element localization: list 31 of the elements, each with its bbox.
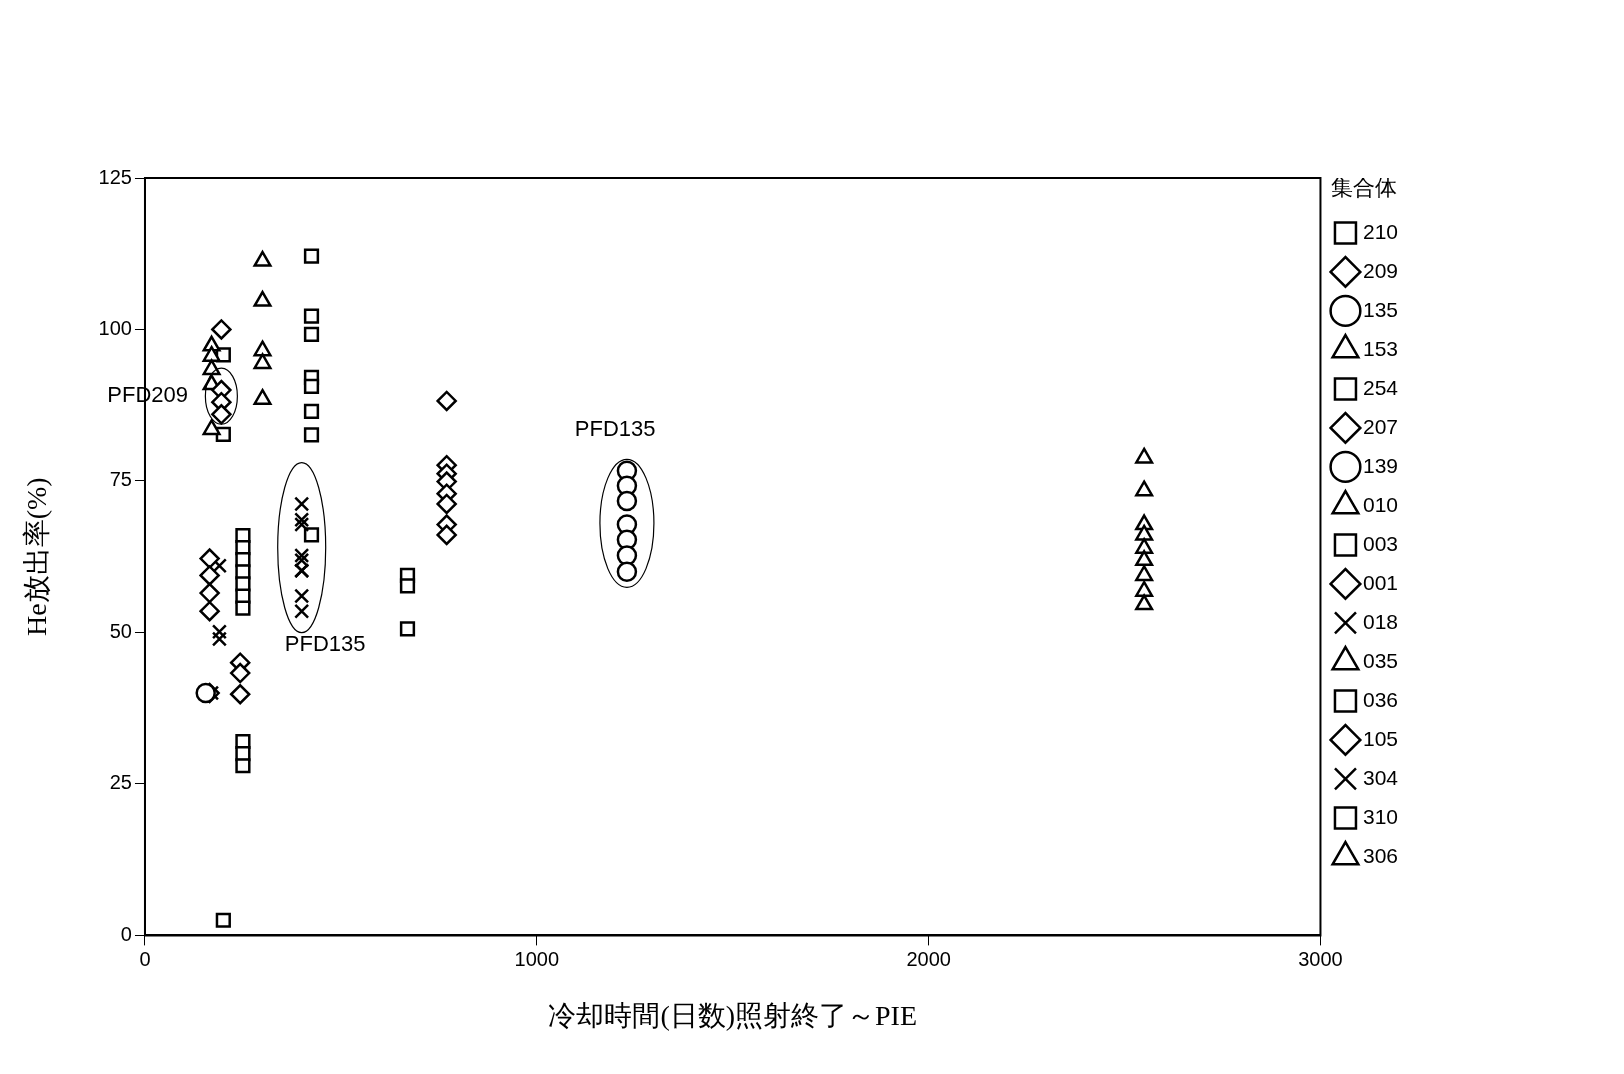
legend-label: 018 [1362,609,1399,633]
legend-label: 105 [1362,726,1399,750]
x-tick-label: 3000 [1298,947,1343,970]
x-tick-label: 0 [139,947,151,970]
y-tick-label: 25 [109,771,132,794]
legend-label: 153 [1362,336,1399,360]
legend-label: 207 [1362,414,1399,438]
legend-label: 254 [1362,375,1399,399]
y-axis-title: He放出率(%) [21,477,53,637]
x-tick-label: 2000 [906,947,951,970]
legend-label: 003 [1362,531,1399,555]
x-tick-label: 1000 [514,947,560,970]
x-axis-title: 冷却時間(日数)照射終了～PIE [548,999,918,1031]
legend-label: 001 [1362,570,1399,594]
y-tick-label: 50 [109,619,132,642]
y-tick-label: 100 [98,317,132,339]
y-tick-label: 125 [98,165,132,188]
legend-label: 209 [1362,258,1399,282]
legend-label: 035 [1362,648,1399,672]
legend-label: 310 [1362,804,1399,828]
y-tick-label: 75 [109,468,132,491]
legend-label: 306 [1362,843,1399,867]
legend-label: 036 [1362,687,1399,711]
legend-label: 304 [1362,765,1399,789]
annotation: PFD135 [284,630,366,656]
y-tick-label: 0 [120,922,132,945]
legend-label: 139 [1362,453,1399,477]
annotation: PFD135 [574,415,656,441]
legend-label: 210 [1362,219,1399,243]
legend-label: 135 [1362,297,1399,321]
legend-label: 010 [1362,492,1399,516]
